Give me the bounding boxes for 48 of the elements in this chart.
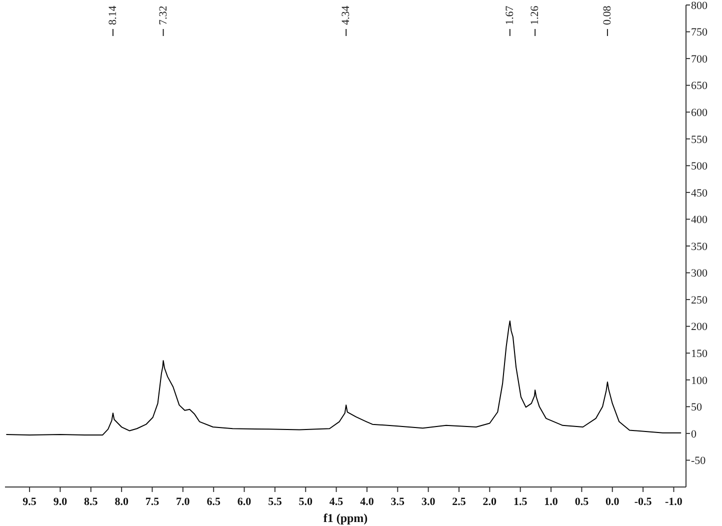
annotation: 7.32 bbox=[157, 6, 170, 25]
y-tick-label: 250 bbox=[691, 294, 708, 306]
y-tick-label: 50 bbox=[691, 402, 702, 414]
x-tick-label: 7.5 bbox=[145, 496, 160, 508]
y-tick-label: 0 bbox=[691, 428, 697, 440]
x-tick-label: 8.0 bbox=[114, 496, 129, 508]
y-tick-label: 750 bbox=[691, 26, 708, 39]
annotation: 1.26 bbox=[529, 5, 542, 25]
y-tick-label: 200 bbox=[691, 321, 708, 334]
y-tick-label: 400 bbox=[691, 214, 708, 226]
x-axis-title: f1 (ppm) bbox=[323, 511, 368, 525]
x-tick-label: 1.5 bbox=[513, 496, 528, 508]
y-tick-label: 350 bbox=[691, 240, 708, 253]
y-tick-label: 700 bbox=[691, 53, 708, 66]
y-tick-label: 600 bbox=[691, 107, 708, 120]
x-tick-label: 3.0 bbox=[421, 496, 436, 508]
line-series bbox=[6, 320, 682, 436]
x-tick-label: 1.0 bbox=[544, 496, 558, 508]
x-tick-label: 5.5 bbox=[268, 496, 282, 508]
x-tick-label: 5.0 bbox=[298, 496, 313, 508]
x-tick-label: 0.0 bbox=[606, 496, 620, 508]
x-tick-label: 3.5 bbox=[390, 496, 406, 508]
y-tick-label: 150 bbox=[691, 348, 708, 360]
y-tick-label: 800 bbox=[691, 0, 708, 12]
annotation: 0.08 bbox=[601, 5, 614, 25]
y-tick-label: 100 bbox=[691, 374, 708, 387]
x-tick-label: 4.0 bbox=[360, 496, 374, 508]
annotation: 4.34 bbox=[340, 5, 352, 25]
annotation: 8.14 bbox=[106, 5, 119, 25]
x-tick-label: 8.5 bbox=[84, 496, 98, 508]
y-tick-label: 550 bbox=[691, 134, 708, 146]
x-tick-label: -0.5 bbox=[634, 496, 652, 508]
x-tick-label: -1.0 bbox=[665, 496, 683, 508]
y-tick-label: 500 bbox=[691, 160, 708, 173]
x-tick-label: 4.5 bbox=[329, 496, 344, 508]
annotation: 1.67 bbox=[504, 5, 516, 25]
x-tick-label: 2.0 bbox=[482, 496, 498, 508]
x-tick-label: 6.5 bbox=[206, 496, 221, 508]
y-tick-label: -50 bbox=[691, 455, 706, 468]
x-tick-label: 7.0 bbox=[176, 496, 190, 508]
x-tick-label: 9.5 bbox=[22, 496, 37, 508]
x-tick-label: 6.0 bbox=[237, 496, 252, 508]
x-tick-label: 0.5 bbox=[574, 496, 590, 508]
x-tick-label: 9.0 bbox=[53, 496, 68, 508]
x-tick-label: 2.5 bbox=[452, 496, 466, 508]
y-tick-label: 650 bbox=[691, 80, 708, 92]
y-tick-label: 450 bbox=[691, 187, 708, 200]
y-tick-label: 300 bbox=[691, 268, 708, 280]
